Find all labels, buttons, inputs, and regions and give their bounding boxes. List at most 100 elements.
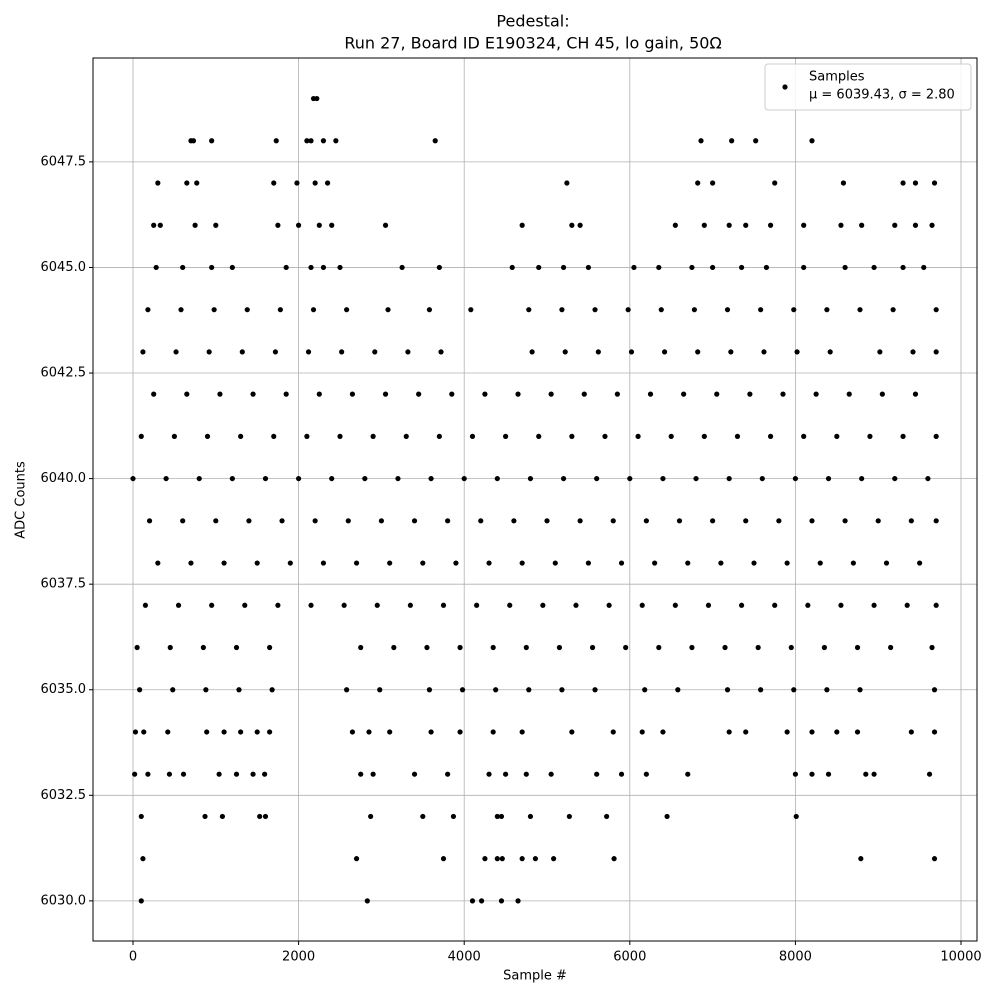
point xyxy=(701,433,707,439)
point xyxy=(142,602,149,608)
point xyxy=(569,729,575,735)
point xyxy=(658,307,664,313)
point xyxy=(428,475,434,482)
point xyxy=(438,349,444,355)
point xyxy=(672,222,678,228)
point xyxy=(312,518,318,524)
point xyxy=(254,729,260,735)
point xyxy=(656,644,662,651)
point xyxy=(592,307,598,313)
point xyxy=(358,644,364,651)
point xyxy=(794,349,800,355)
point xyxy=(809,518,815,524)
point xyxy=(929,222,935,228)
point xyxy=(267,644,273,651)
point xyxy=(792,771,799,777)
point xyxy=(698,138,704,144)
point xyxy=(681,391,687,397)
point xyxy=(436,264,442,271)
point xyxy=(536,264,542,271)
point xyxy=(675,687,681,693)
point xyxy=(204,433,211,439)
point xyxy=(498,898,505,904)
point xyxy=(254,560,260,566)
point xyxy=(660,475,666,482)
legend-label: Samples xyxy=(809,70,865,85)
point xyxy=(503,433,509,439)
point xyxy=(364,898,370,904)
point xyxy=(724,687,731,693)
point xyxy=(631,264,637,271)
point xyxy=(788,644,794,651)
point xyxy=(695,180,701,186)
point xyxy=(341,602,347,608)
point xyxy=(209,264,215,271)
point xyxy=(527,475,534,482)
point xyxy=(701,222,707,228)
point xyxy=(157,222,163,228)
point xyxy=(275,222,281,228)
point xyxy=(171,433,177,439)
point xyxy=(395,475,401,482)
point xyxy=(825,771,832,777)
point xyxy=(132,771,138,777)
point xyxy=(151,222,157,228)
point xyxy=(780,391,786,397)
point xyxy=(275,602,281,608)
point xyxy=(478,898,485,904)
point xyxy=(863,771,869,777)
point xyxy=(238,729,244,735)
point xyxy=(482,856,488,862)
point xyxy=(236,687,242,693)
point xyxy=(511,518,517,524)
point xyxy=(643,518,649,524)
point xyxy=(519,729,525,735)
point xyxy=(387,729,393,735)
point xyxy=(378,518,385,524)
point xyxy=(257,813,263,820)
point xyxy=(758,687,764,693)
point xyxy=(239,349,245,355)
point xyxy=(660,729,666,735)
point xyxy=(933,602,939,608)
point xyxy=(316,391,322,397)
point xyxy=(689,644,695,651)
point xyxy=(387,560,393,566)
point xyxy=(858,856,864,862)
point xyxy=(921,264,927,271)
point xyxy=(661,349,668,355)
y-tick-label: 6032.5 xyxy=(41,788,87,803)
point xyxy=(931,687,938,693)
legend-box xyxy=(764,63,972,111)
point xyxy=(151,391,157,397)
point xyxy=(339,349,345,355)
point xyxy=(577,222,583,228)
point xyxy=(854,729,861,735)
chart-subtitle: Run 27, Board ID E190324, CH 45, lo gain… xyxy=(344,34,721,53)
point xyxy=(262,475,269,482)
point xyxy=(219,813,226,820)
point xyxy=(838,222,844,228)
point xyxy=(436,433,442,439)
point xyxy=(900,433,906,439)
point xyxy=(569,222,575,228)
point xyxy=(840,180,847,186)
point xyxy=(784,729,790,735)
point xyxy=(498,813,505,820)
point xyxy=(753,138,759,144)
point xyxy=(642,687,648,693)
point xyxy=(145,307,151,313)
point xyxy=(457,644,463,651)
x-axis-label: Sample # xyxy=(503,969,567,984)
point xyxy=(801,222,807,228)
point xyxy=(738,264,745,271)
point xyxy=(643,771,649,777)
point xyxy=(426,687,433,693)
y-tick-label: 6035.0 xyxy=(41,682,87,697)
point xyxy=(267,729,273,735)
point xyxy=(478,518,484,524)
point xyxy=(221,560,227,566)
point xyxy=(761,349,767,355)
point xyxy=(329,222,335,228)
point xyxy=(821,644,827,651)
